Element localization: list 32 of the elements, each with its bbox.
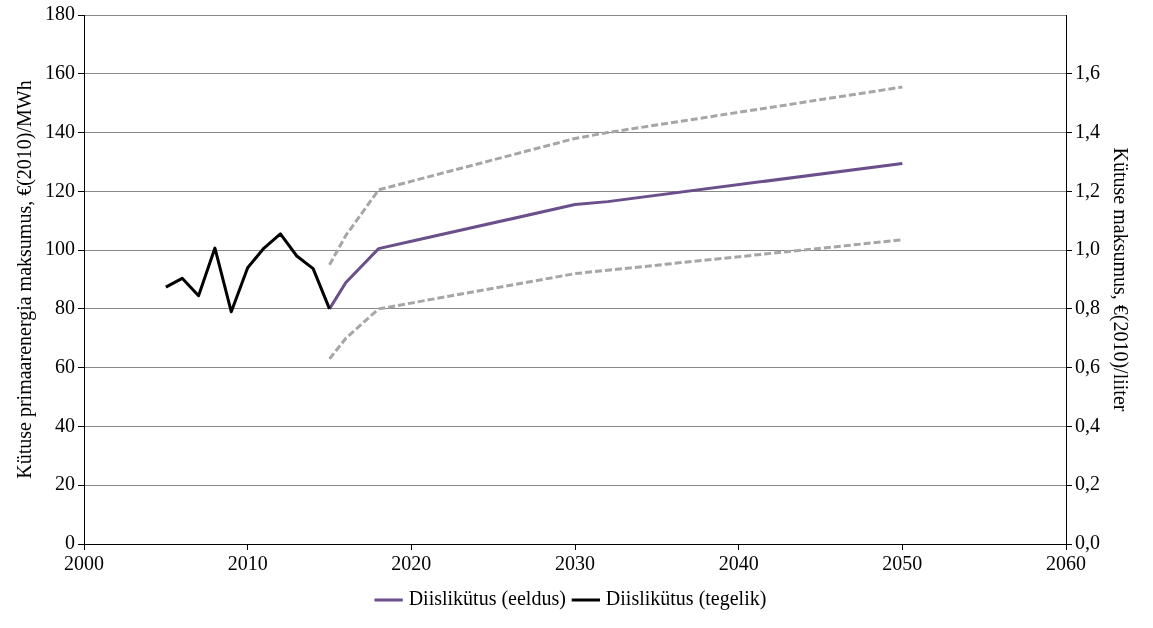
y-tick-label: 40 <box>55 413 75 436</box>
x-tick-label: 2040 <box>718 552 759 575</box>
y-tick-label: 180 <box>45 2 75 25</box>
x-tick-label: 2000 <box>64 552 104 575</box>
y-tick-label: 20 <box>55 472 75 495</box>
y2-tick-label: 1,0 <box>1075 237 1100 260</box>
y2-tick-label: 0,2 <box>1075 472 1100 495</box>
y-tick-label: 0 <box>65 531 75 554</box>
y2-tick-label: 0,8 <box>1075 296 1100 319</box>
legend-label: Diislikütus (tegelik) <box>605 587 767 611</box>
y2-tick-label: 1,4 <box>1075 119 1100 142</box>
x-tick-label: 2060 <box>1046 552 1086 575</box>
y-tick-label: 80 <box>55 296 75 319</box>
legend-label: Diislikütus (eeldus) <box>408 587 566 611</box>
y-tick-label: 100 <box>45 237 75 260</box>
y2-tick-label: 1,6 <box>1075 61 1100 84</box>
x-tick-label: 2030 <box>555 552 595 575</box>
x-tick-label: 2020 <box>391 552 432 575</box>
line-series <box>328 238 904 361</box>
y-axis-title: Kütuse primaarenergia maksumus, €(2010)/MWh <box>13 80 37 479</box>
y-tick-label: 120 <box>45 178 75 201</box>
x-tick-label: 2050 <box>882 552 923 575</box>
x-tick-label: 2010 <box>227 552 268 575</box>
y2-axis-title: Kütuse maksumus, €(2010)/liiter <box>1108 147 1132 412</box>
y2-tick-label: 0,0 <box>1075 531 1100 554</box>
y-tick-label: 60 <box>55 354 75 377</box>
y2-tick-label: 0,6 <box>1075 354 1100 377</box>
y2-tick-label: 1,2 <box>1075 178 1100 201</box>
y-tick-label: 160 <box>45 61 75 84</box>
y-tick-label: 140 <box>45 119 75 142</box>
line-series <box>328 85 904 267</box>
y2-tick-label: 0,4 <box>1075 413 1100 436</box>
